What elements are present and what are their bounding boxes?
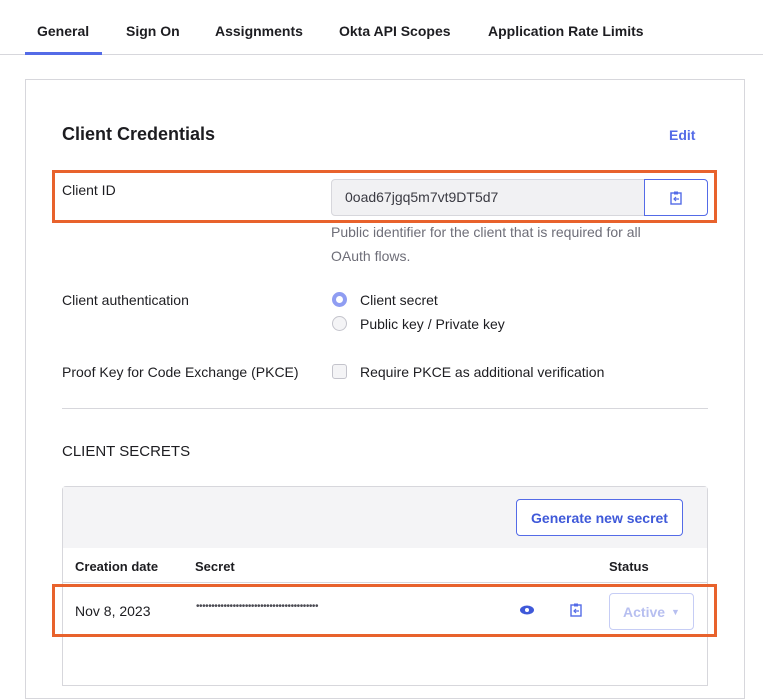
tab-sign-on[interactable]: Sign On <box>126 23 180 39</box>
highlight-client-id <box>52 170 717 223</box>
secret-creation-date: Nov 8, 2023 <box>75 603 151 619</box>
radio-client-secret[interactable] <box>332 292 347 307</box>
header-divider <box>63 582 707 583</box>
tab-application-rate-limits[interactable]: Application Rate Limits <box>488 23 644 39</box>
client-id-help: Public identifier for the client that is… <box>331 224 641 264</box>
tab-divider <box>0 54 763 55</box>
secret-value-masked: •••••••••••••••••••••••••••••••••••••••• <box>196 601 319 612</box>
radio-client-secret-label: Client secret <box>360 292 438 308</box>
chevron-down-icon: ▼ <box>671 606 680 617</box>
clipboard-icon <box>670 191 682 205</box>
client-id-label: Client ID <box>62 182 116 198</box>
pkce-checkbox-label: Require PKCE as additional verification <box>360 364 605 380</box>
radio-public-private-key[interactable] <box>332 316 347 331</box>
pkce-checkbox[interactable] <box>332 364 347 379</box>
client-auth-label: Client authentication <box>62 292 189 308</box>
edit-link[interactable]: Edit <box>669 127 696 143</box>
radio-public-key-label: Public key / Private key <box>360 316 505 332</box>
tab-assignments[interactable]: Assignments <box>215 23 303 39</box>
client-secrets-title: CLIENT SECRETS <box>62 443 191 460</box>
clipboard-icon[interactable] <box>570 603 582 617</box>
status-value: Active <box>623 603 666 620</box>
column-secret: Secret <box>195 559 235 574</box>
generate-new-secret-button[interactable]: Generate new secret <box>516 499 683 536</box>
eye-icon[interactable] <box>520 605 534 615</box>
highlight-secret-row <box>52 584 717 637</box>
active-tab-indicator <box>25 52 102 55</box>
column-creation-date: Creation date <box>75 559 159 574</box>
divider <box>62 408 708 409</box>
pkce-label: Proof Key for Code Exchange (PKCE) <box>62 364 299 380</box>
column-status: Status <box>609 559 649 574</box>
section-title: Client Credentials <box>62 124 216 144</box>
client-id-field[interactable]: 0oad67jgq5m7vt9DT5d7 <box>331 179 645 216</box>
tab-okta-api-scopes[interactable]: Okta API Scopes <box>339 23 451 39</box>
tab-general[interactable]: General <box>37 23 90 39</box>
status-dropdown[interactable]: Active ▼ <box>609 593 694 630</box>
copy-client-id-button[interactable] <box>644 179 708 216</box>
